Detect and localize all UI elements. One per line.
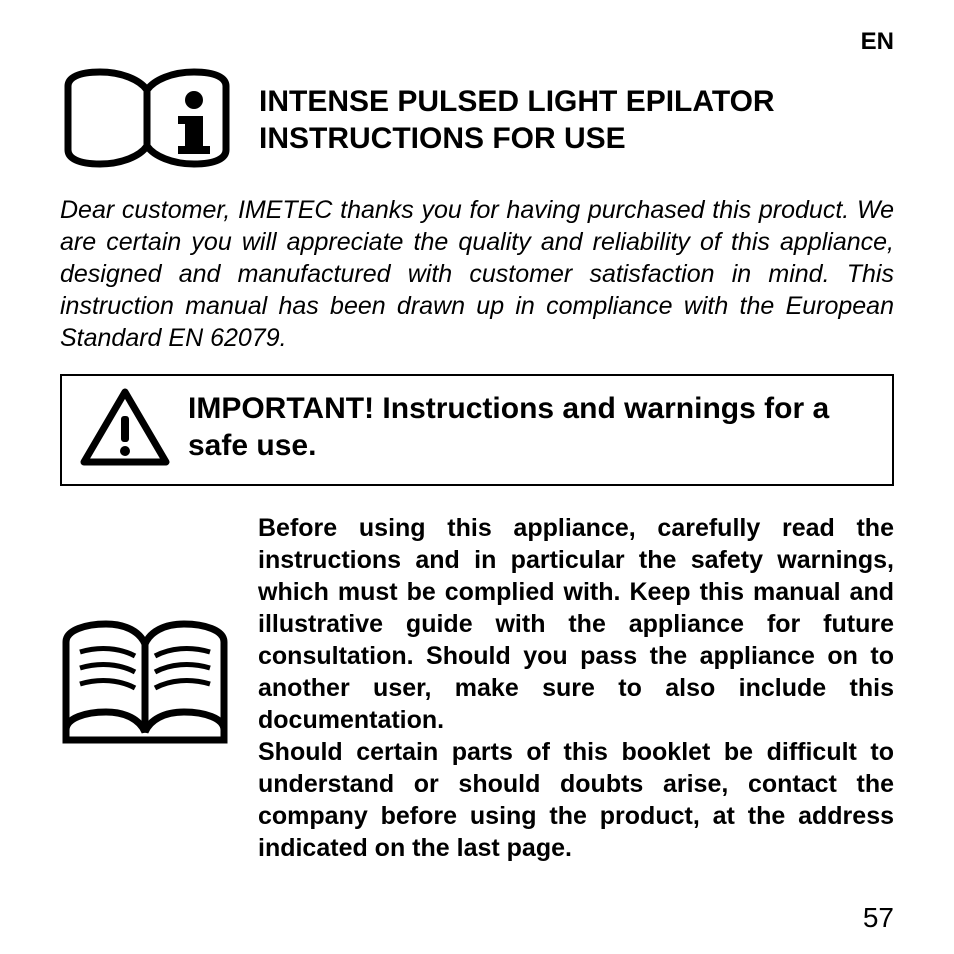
page-number: 57 xyxy=(863,902,894,934)
language-badge: EN xyxy=(861,28,894,56)
body-paragraph-2: Should certain parts of this booklet be … xyxy=(258,736,894,864)
intro-paragraph: Dear customer, IMETEC thanks you for hav… xyxy=(60,194,894,354)
body-row: Before using this appliance, carefully r… xyxy=(60,512,894,864)
title-line-2: INSTRUCTIONS FOR USE xyxy=(259,120,775,158)
body-text: Before using this appliance, carefully r… xyxy=(258,512,894,864)
warning-text: IMPORTANT! Instructions and warnings for… xyxy=(188,391,874,464)
page-title: INTENSE PULSED LIGHT EPILATOR INSTRUCTIO… xyxy=(259,83,775,158)
info-manual-icon xyxy=(60,66,235,174)
title-line-1: INTENSE PULSED LIGHT EPILATOR xyxy=(259,83,775,121)
header-row: INTENSE PULSED LIGHT EPILATOR INSTRUCTIO… xyxy=(60,66,894,174)
warning-triangle-icon xyxy=(80,388,170,468)
open-book-icon xyxy=(60,618,230,758)
warning-box: IMPORTANT! Instructions and warnings for… xyxy=(60,374,894,486)
body-paragraph-1: Before using this appliance, carefully r… xyxy=(258,512,894,736)
